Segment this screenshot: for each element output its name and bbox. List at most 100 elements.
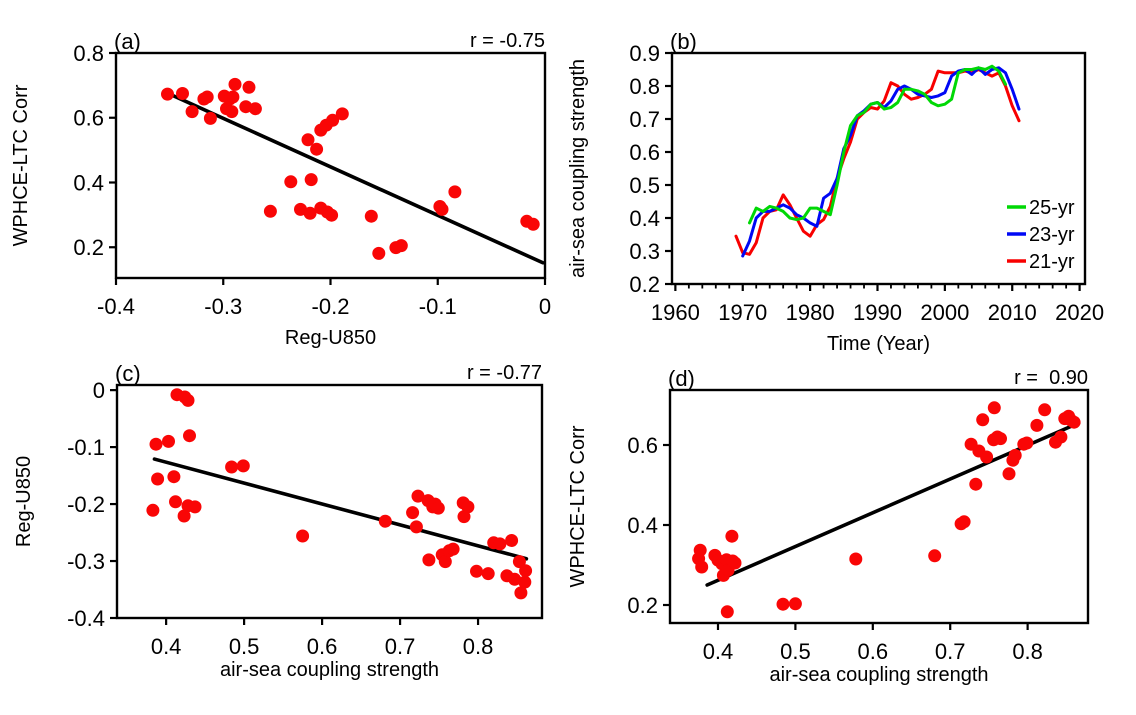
legend-label-21-yr: 21-yr xyxy=(1029,251,1075,273)
data-point xyxy=(225,460,239,474)
data-point xyxy=(394,239,408,253)
data-point xyxy=(695,560,709,574)
panel-b: 1960 1970 1980 1990 2000 2010 2020 0.2 0.3 0.4 0.5… xyxy=(567,29,1104,355)
x-axis-ticks: 1960 1970 1980 1990 2000 2010 2020 xyxy=(651,284,1104,325)
panel-a: -0.4 -0.3 -0.2 -0.1 0 0.2 0.4 0.6 0.8 Reg-U850 WPH… xyxy=(10,29,551,349)
panel-letter: (d) xyxy=(668,366,695,391)
correlation-label: r = -0.77 xyxy=(467,362,542,384)
data-point xyxy=(228,77,242,91)
x-tick-label: 0.4 xyxy=(151,634,182,659)
x-tick-label: 0.7 xyxy=(385,634,416,659)
data-point xyxy=(177,509,191,523)
data-point xyxy=(448,185,462,199)
data-point xyxy=(203,111,217,125)
data-point xyxy=(493,537,507,551)
x-tick-label: 0.7 xyxy=(935,639,966,664)
x-tick-label: 0.5 xyxy=(229,634,260,659)
y-axis-title: WPHCE-LTC Corr xyxy=(567,425,589,587)
data-point xyxy=(1067,415,1081,429)
data-point xyxy=(1030,418,1044,432)
data-point xyxy=(481,567,495,581)
y-tick-label: 0.5 xyxy=(629,173,660,198)
x-axis-ticks: -0.4 -0.3 -0.2 -0.1 0 xyxy=(97,278,551,319)
data-point xyxy=(226,90,240,104)
data-point xyxy=(508,572,522,586)
data-point xyxy=(994,432,1007,446)
y-axis-title: WPHCE-LTC Corr xyxy=(10,84,32,246)
y-tick-label: 0.4 xyxy=(629,206,660,231)
y-tick-label: -0.2 xyxy=(67,492,105,517)
data-point xyxy=(284,175,298,189)
data-point xyxy=(512,555,526,569)
data-point xyxy=(519,564,533,578)
y-tick-label: 0.6 xyxy=(629,140,660,165)
data-point xyxy=(969,477,983,491)
x-tick-label: 1990 xyxy=(853,300,902,325)
data-point xyxy=(146,503,160,517)
data-point xyxy=(303,206,317,220)
data-point xyxy=(181,393,195,407)
legend-label-23-yr: 23-yr xyxy=(1029,224,1075,246)
x-tick-label: 0.6 xyxy=(307,634,338,659)
y-tick-label: 0.3 xyxy=(629,239,660,264)
data-point xyxy=(161,87,174,101)
data-point xyxy=(301,133,315,147)
data-point xyxy=(1002,467,1016,481)
y-tick-label: 0.2 xyxy=(629,272,660,297)
x-axis-title: air-sea coupling strength xyxy=(769,664,988,686)
scatter-points xyxy=(146,388,533,600)
data-point xyxy=(1020,436,1034,450)
data-point xyxy=(461,500,475,514)
y-tick-label: 0.2 xyxy=(73,235,104,260)
x-tick-label: 2010 xyxy=(988,300,1037,325)
x-axis-minor-ticks xyxy=(687,284,1068,289)
data-point xyxy=(987,401,1001,415)
data-point xyxy=(980,450,994,464)
x-tick-label: -0.3 xyxy=(204,294,242,319)
data-point xyxy=(242,80,256,94)
y-tick-label: -0.1 xyxy=(67,435,105,460)
data-point xyxy=(693,543,707,557)
y-axis-ticks: 0.2 0.4 0.6 xyxy=(627,433,670,618)
data-point xyxy=(720,605,734,619)
data-point xyxy=(304,173,318,187)
data-point xyxy=(438,555,452,569)
y-axis-ticks: 0.2 0.3 0.4 0.5 0.6 0.7 0.8 0.9 xyxy=(629,41,672,297)
data-point xyxy=(1038,403,1052,417)
y-tick-label: -0.4 xyxy=(67,606,105,631)
panel-c: 0.4 0.5 0.6 0.7 0.8 0 -0.1 -0.2 -0.3 -0.4 air-sea … xyxy=(13,361,544,681)
x-tick-label: 0 xyxy=(539,294,551,319)
y-tick-label: 0 xyxy=(93,378,105,403)
x-tick-label: 0.8 xyxy=(463,634,494,659)
data-point xyxy=(422,553,436,567)
data-point xyxy=(310,142,324,156)
x-axis-title: air-sea coupling strength xyxy=(220,659,439,681)
x-axis-ticks: 0.4 0.5 0.6 0.7 0.8 xyxy=(151,618,494,659)
data-point xyxy=(411,489,425,503)
y-axis-title: air-sea coupling strength xyxy=(567,59,589,278)
data-point xyxy=(200,90,214,104)
correlation-label: r = 0.90 xyxy=(1014,367,1088,389)
data-point xyxy=(296,529,310,543)
data-point xyxy=(518,575,532,589)
data-point xyxy=(169,495,182,509)
panel-letter: (b) xyxy=(670,29,697,54)
x-tick-label: -0.1 xyxy=(419,294,457,319)
data-point xyxy=(409,520,423,534)
data-point xyxy=(162,434,175,448)
data-point xyxy=(505,534,519,547)
x-tick-label: 1960 xyxy=(651,300,700,325)
x-tick-label: -0.2 xyxy=(312,294,350,319)
y-tick-label: 0.6 xyxy=(73,106,104,131)
legend: 25-yr 23-yr 21-yr xyxy=(1007,197,1075,273)
data-point xyxy=(776,597,790,611)
x-tick-label: 1980 xyxy=(786,300,835,325)
y-tick-label: 0.2 xyxy=(627,593,658,618)
plot-box xyxy=(670,51,1087,286)
y-tick-label: 0.6 xyxy=(627,433,658,458)
y-tick-label: 0.8 xyxy=(629,74,660,99)
data-point xyxy=(167,470,181,484)
data-point xyxy=(788,597,802,611)
x-tick-label: 0.6 xyxy=(858,639,889,664)
data-point xyxy=(526,217,540,231)
